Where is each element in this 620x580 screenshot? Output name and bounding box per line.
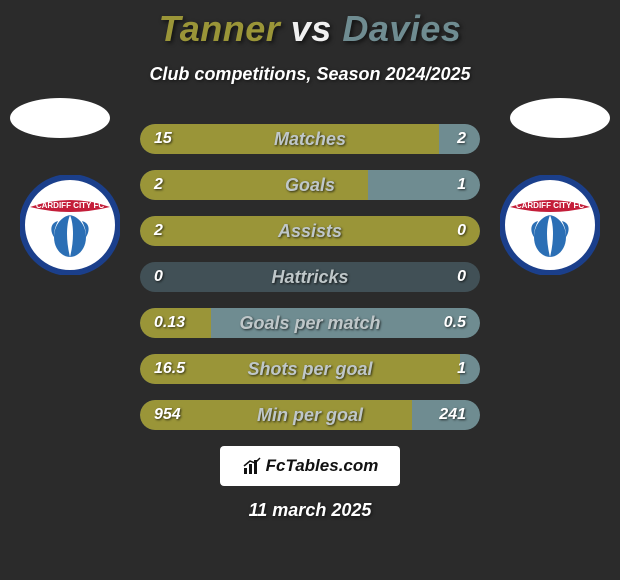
player2-name: Davies [342, 8, 461, 49]
stat-row: 152Matches [140, 124, 480, 154]
player1-name: Tanner [159, 8, 281, 49]
stat-label: Goals per match [140, 308, 480, 338]
blank-oval-icon [510, 98, 610, 138]
svg-text:CARDIFF CITY FC: CARDIFF CITY FC [516, 201, 585, 210]
stat-row: 00Hattricks [140, 262, 480, 292]
player2-club-badge: CARDIFF CITY FC [500, 175, 600, 275]
stat-rows: 152Matches 21Goals 20Assists 00Hattricks 0.1… [140, 124, 480, 446]
stat-row: 0.130.5Goals per match [140, 308, 480, 338]
stat-row: 16.51Shots per goal [140, 354, 480, 384]
player2-photo-placeholder [510, 98, 610, 178]
stat-row: 20Assists [140, 216, 480, 246]
stat-label: Goals [140, 170, 480, 200]
stat-label: Shots per goal [140, 354, 480, 384]
blank-oval-icon [10, 98, 110, 138]
stat-label: Hattricks [140, 262, 480, 292]
branding-badge: FcTables.com [220, 446, 400, 486]
date-text: 11 march 2025 [0, 500, 620, 521]
vs-text: vs [291, 8, 332, 49]
title: Tanner vs Davies [0, 0, 620, 50]
svg-text:CARDIFF CITY FC: CARDIFF CITY FC [36, 201, 105, 210]
player1-photo-placeholder [10, 98, 110, 178]
chart-icon [242, 456, 262, 476]
stat-row: 21Goals [140, 170, 480, 200]
stat-label: Assists [140, 216, 480, 246]
branding-text: FcTables.com [266, 456, 379, 476]
stat-label: Min per goal [140, 400, 480, 430]
stat-row: 954241Min per goal [140, 400, 480, 430]
stat-label: Matches [140, 124, 480, 154]
comparison-infographic: Tanner vs Davies Club competitions, Seas… [0, 0, 620, 580]
player1-club-badge: CARDIFF CITY FC [20, 175, 120, 275]
subtitle: Club competitions, Season 2024/2025 [0, 64, 620, 85]
